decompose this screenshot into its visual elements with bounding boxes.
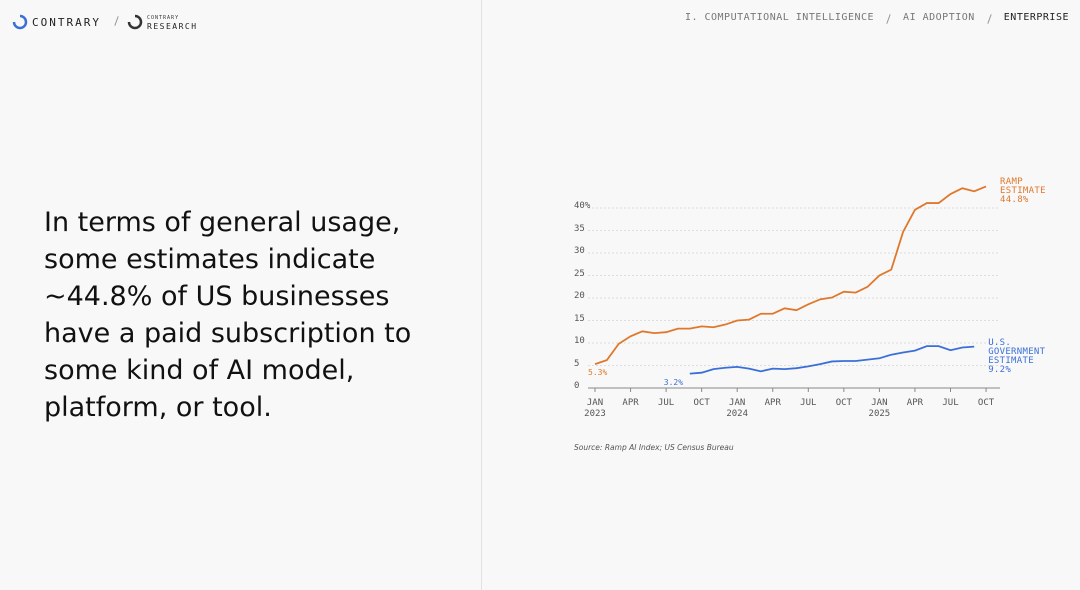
data-label: 44.8% — [1000, 195, 1029, 206]
x-tick-label: APR — [906, 398, 924, 408]
breadcrumb-item[interactable]: I. COMPUTATIONAL INTELLIGENCE — [684, 12, 875, 23]
body-text: In terms of general usage, some estimate… — [44, 207, 412, 423]
y-tick-label: 0 — [574, 381, 580, 391]
y-tick-label: 40% — [574, 201, 591, 211]
data-label: 3.2% — [663, 377, 684, 387]
y-tick-label: 20 — [574, 291, 585, 301]
series-line — [689, 345, 975, 375]
y-tick-label: 25 — [574, 268, 585, 279]
breadcrumb: I. COMPUTATIONAL INTELLIGENCE AI ADOPTIO… — [685, 12, 1069, 24]
series-label: RAMP ESTIMATE — [1000, 177, 1046, 197]
x-tick-label: JUL — [657, 398, 675, 408]
x-tick-label: APR — [764, 398, 781, 408]
y-tick-label: 5 — [574, 358, 580, 369]
logo-icon — [127, 14, 143, 30]
x-tick-label: OCT — [693, 398, 710, 408]
data-label: 9.2% — [988, 364, 1012, 375]
x-tick-label: APR — [622, 398, 639, 408]
y-tick-label: 10 — [574, 336, 585, 346]
breadcrumb-item[interactable]: AI ADOPTION — [903, 12, 975, 23]
logo-icon — [12, 14, 28, 30]
y-tick-label: 30 — [574, 246, 585, 256]
data-label: 5.3% — [588, 368, 608, 378]
x-tick-label: JUL — [942, 398, 959, 408]
sub-brand-top: CONTRARY — [147, 15, 180, 21]
y-tick-label: 35 — [574, 223, 585, 234]
brand: CONTRARY — [32, 16, 101, 29]
divider — [481, 0, 482, 590]
x-tick-label: OCT — [835, 398, 852, 408]
y-tick-label: 15 — [574, 313, 585, 324]
x-tick-label: OCT — [977, 398, 995, 408]
series-line — [594, 185, 987, 366]
source: Source: Ramp AI Index; US Census Bureau — [574, 443, 734, 452]
x-tick-label: JAN 2023 — [584, 398, 606, 419]
breadcrumb-item[interactable]: ENTERPRISE — [1003, 12, 1069, 23]
x-tick-label: JUL — [800, 398, 817, 408]
series-label: U.S. GOVERNMENT ESTIMATE — [988, 337, 1046, 366]
x-tick-label: JAN 2024 — [726, 398, 749, 419]
x-tick-label: JAN 2025 — [868, 398, 891, 419]
sub-brand: RESEARCH — [147, 22, 198, 31]
